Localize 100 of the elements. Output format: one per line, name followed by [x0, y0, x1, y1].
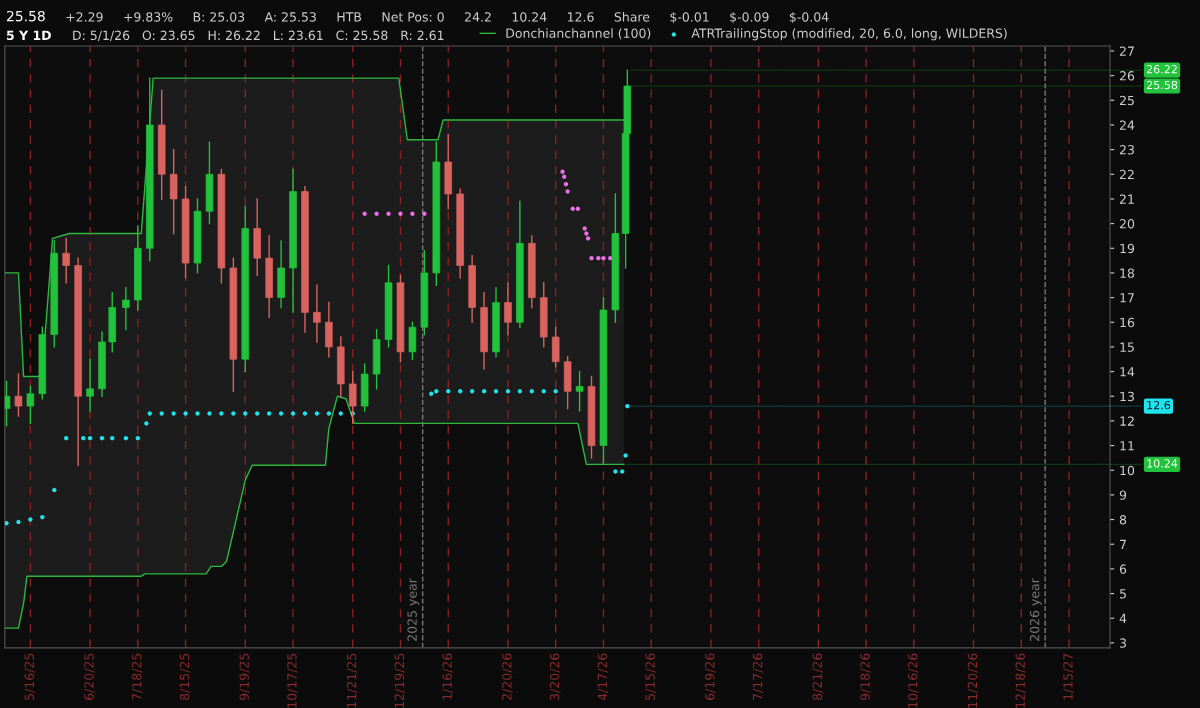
text: $-0.04: [789, 11, 829, 24]
y-tick-label: 27: [1119, 46, 1134, 56]
y-tick-label: 18: [1120, 268, 1135, 278]
y-tick-label: 17: [1120, 293, 1134, 303]
y-tick-label: 22: [1119, 169, 1134, 180]
x-tick-label: 1/15/27: [1063, 653, 1074, 700]
x-tick-label: 8/15/25: [179, 653, 191, 701]
y-tick-label: 26: [1119, 71, 1135, 81]
point: [565, 189, 570, 194]
y-tick-label: 10: [1120, 465, 1135, 476]
y-tick-label: 16: [1120, 317, 1135, 328]
point: [16, 519, 21, 525]
point: [302, 411, 308, 416]
x-tick-label: 4/17/26: [597, 653, 609, 701]
y-tick-label: 5: [1119, 589, 1126, 599]
point: [613, 469, 618, 474]
candlestick: [313, 284, 321, 343]
point: [243, 411, 248, 416]
x-tick-label: 12/19/25: [394, 653, 406, 708]
x-tick-label: 5/15/26: [645, 653, 656, 700]
x-tick-label: 11/21/25: [346, 653, 358, 708]
point: [99, 435, 105, 441]
text: 25.58: [7, 10, 45, 22]
x-tick-label: 3/20/26: [549, 653, 561, 700]
data-label: 10.24: [1147, 459, 1178, 468]
point: [159, 411, 164, 416]
candlestick: [86, 358, 94, 412]
ref-line-label: 2025 year: [407, 578, 420, 641]
candlestick: [4, 380, 11, 427]
point: [410, 211, 415, 216]
text: A: 25.53: [264, 12, 316, 22]
candlestick: [26, 385, 35, 425]
text: 12.6: [568, 12, 594, 22]
text: B: 25.03: [193, 12, 245, 22]
text: $-0.01: [670, 11, 709, 24]
point: [398, 211, 403, 216]
x-tick-label: 6/20/25: [84, 653, 95, 700]
x-tick-label: 7/17/26: [752, 653, 764, 700]
point: [290, 411, 296, 416]
y-tick-label: 20: [1119, 219, 1135, 229]
chart-subtitle: D: 5/1/26 O: 23.65 H: 26.22 L: 23.61 C: 25.58 R: 2.61: [73, 30, 444, 42]
y-tick-label: 6: [1119, 564, 1127, 574]
y-tick-label: 19: [1120, 243, 1135, 254]
point: [171, 411, 176, 416]
point: [585, 236, 591, 241]
point: [493, 389, 499, 394]
chart-title: 5 Y 1D: [6, 30, 51, 41]
x-tick-label: 12/18/26: [1015, 653, 1026, 708]
x-tick-label: 1/16/26: [442, 653, 453, 700]
x-tick-label: 9/18/26: [860, 653, 871, 701]
point: [81, 435, 86, 441]
y-tick-label: 9: [1119, 490, 1127, 500]
point: [144, 421, 149, 426]
point: [481, 389, 487, 394]
point: [64, 435, 69, 441]
point: [123, 435, 129, 441]
point: [219, 411, 224, 416]
point: [541, 389, 546, 394]
point: [231, 411, 236, 416]
point: [584, 231, 589, 236]
point: [601, 255, 606, 261]
point: [278, 411, 284, 416]
point: [623, 453, 628, 458]
data-label: 12.6: [1147, 400, 1171, 410]
point: [266, 411, 272, 416]
text: 24.2: [465, 12, 491, 22]
point: [326, 411, 332, 416]
point: [147, 411, 152, 416]
legend-label: ATRTrailingStop (modified, 20, 6.0, long, WILDERS): [691, 28, 1007, 41]
y-tick-label: 25: [1119, 95, 1134, 106]
point: [570, 206, 575, 211]
point: [28, 517, 33, 522]
point: [338, 411, 343, 416]
y-tick-label: 14: [1120, 367, 1135, 377]
point: [562, 174, 567, 179]
point: [582, 226, 587, 231]
point: [374, 211, 379, 216]
y-tick-label: 8: [1119, 515, 1127, 525]
point: [589, 255, 594, 261]
point: [563, 181, 569, 187]
point: [255, 411, 260, 416]
point: [596, 255, 601, 261]
point: [560, 169, 565, 174]
point: [620, 469, 625, 474]
annotation: 26.22: [1146, 65, 1177, 74]
y-tick-label: 23: [1119, 145, 1134, 155]
candlestick: [575, 370, 584, 412]
text: +2.29: [66, 12, 103, 22]
candlestick: [62, 237, 70, 284]
candlestick: [504, 282, 512, 336]
x-tick-label: 7/18/25: [132, 653, 143, 700]
text: +9.83%: [124, 12, 173, 22]
y-tick-label: 21: [1119, 194, 1134, 204]
point: [529, 389, 535, 394]
x-tick-label: 10/16/26: [908, 653, 919, 708]
candlestick: [14, 373, 23, 417]
point: [314, 411, 320, 416]
y-tick-label: 15: [1120, 342, 1134, 352]
candlestick: [122, 287, 130, 331]
point: [52, 487, 57, 493]
